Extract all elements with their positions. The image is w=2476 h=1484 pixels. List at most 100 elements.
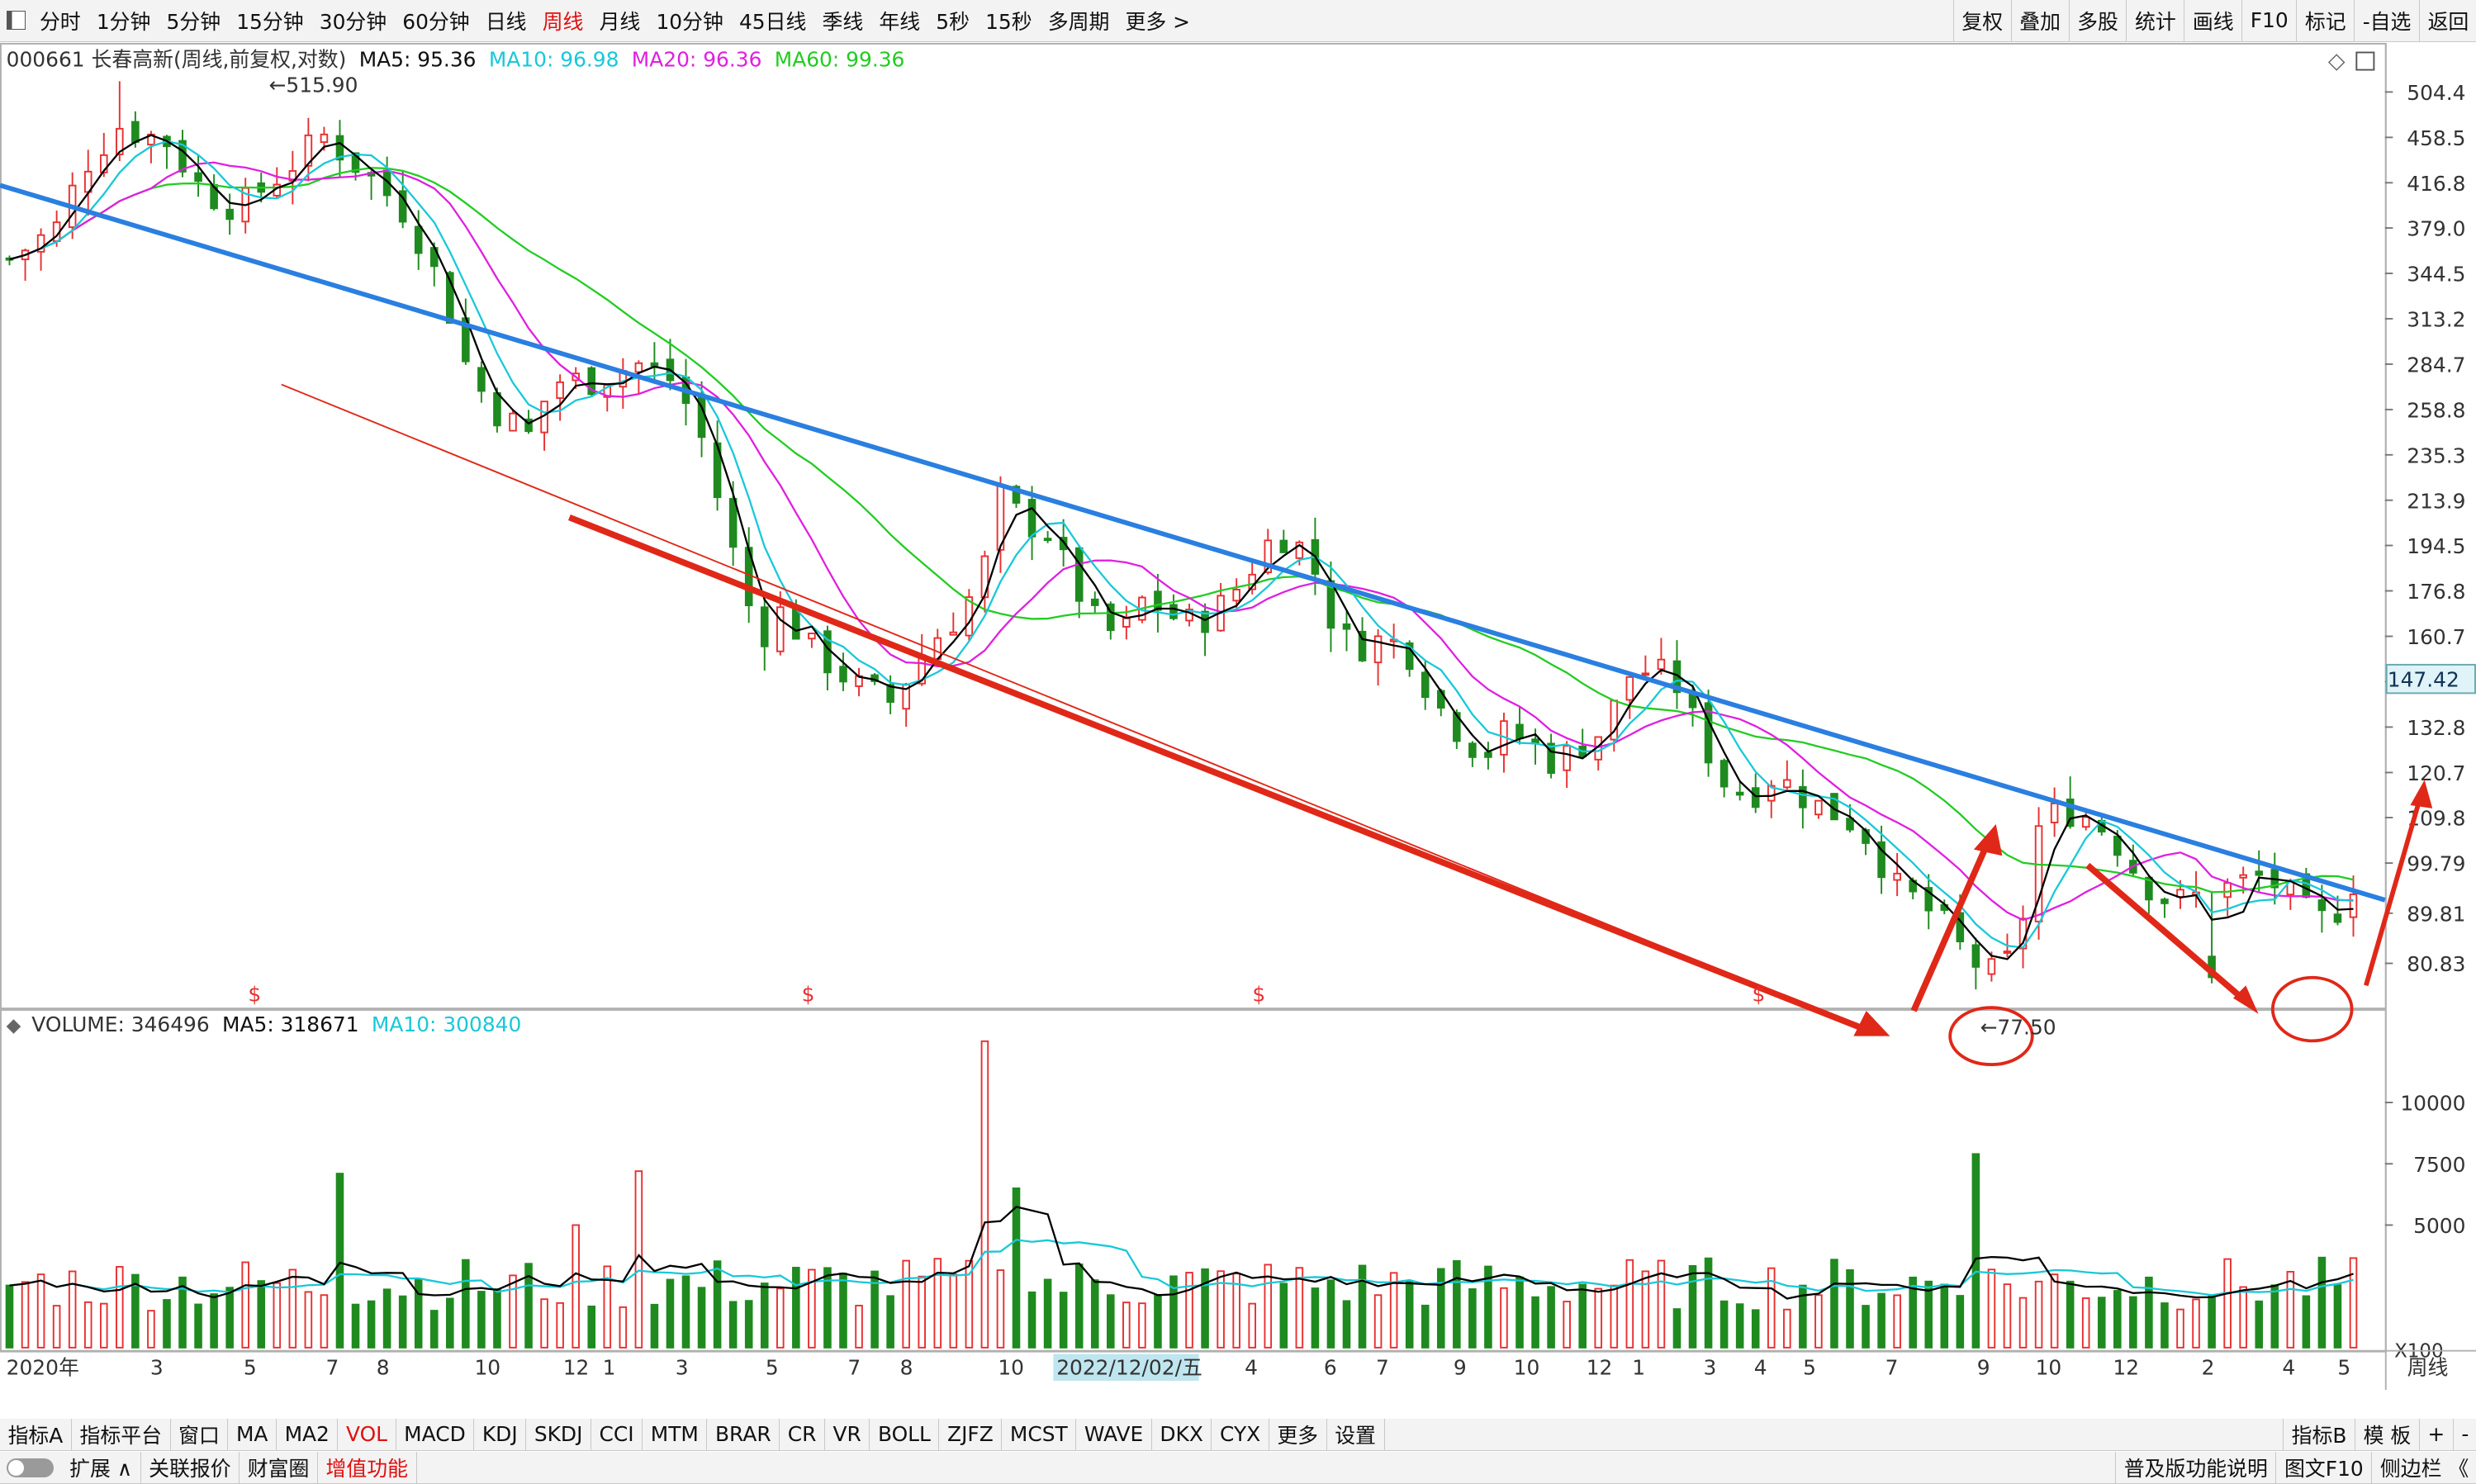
toolbar-button-6[interactable]: 标记 [2296, 0, 2354, 41]
volume-bar [1971, 1153, 1980, 1349]
price-tick-label: 344.5 [2407, 262, 2465, 286]
time-tick-label: 4 [2282, 1355, 2295, 1379]
candle-body [2034, 825, 2043, 922]
indicator-right-3[interactable]: - [2452, 1418, 2476, 1451]
bottom-item-2[interactable]: 财富圈 [240, 1451, 318, 1484]
indicator-tab-20[interactable]: 更多 [1269, 1418, 1327, 1451]
indicator-tab-1[interactable]: 指标平台 [72, 1418, 171, 1451]
volume-bar [398, 1295, 407, 1349]
indicator-tab-16[interactable]: MCST [1002, 1418, 1077, 1451]
indicator-tab-15[interactable]: ZJFZ [939, 1418, 1003, 1451]
candle-body [1059, 536, 1068, 550]
indicator-tab-10[interactable]: MTM [643, 1418, 708, 1451]
period-tab-2[interactable]: 5分钟 [166, 9, 221, 34]
indicator-tab-21[interactable]: 设置 [1327, 1418, 1385, 1451]
period-tab-1[interactable]: 1分钟 [96, 9, 151, 34]
indicator-tab-17[interactable]: WAVE [1076, 1418, 1152, 1451]
time-tick-label: 12 [2113, 1355, 2139, 1379]
volume-bar [225, 1287, 234, 1349]
indicator-tab-9[interactable]: CCI [591, 1418, 643, 1451]
bottom-right-1[interactable]: 图文F10 [2275, 1451, 2371, 1484]
candle-body [634, 362, 643, 373]
toolbar-button-7[interactable]: -自选 [2354, 0, 2419, 41]
toolbar-button-0[interactable]: 复权 [1952, 0, 2011, 41]
toolbar-button-5[interactable]: F10 [2241, 0, 2296, 41]
volume-bar [2081, 1297, 2090, 1349]
volume-bar [1578, 1283, 1587, 1349]
indicator-tab-3[interactable]: MA [228, 1418, 277, 1451]
indicator-tab-6[interactable]: MACD [396, 1418, 475, 1451]
period-tab-5[interactable]: 60分钟 [402, 9, 470, 34]
volume-bar [886, 1295, 894, 1349]
indicator-tab-7[interactable]: KDJ [474, 1418, 527, 1451]
candle-body [1563, 744, 1571, 771]
candle-body [760, 606, 769, 647]
indicator-tab-0[interactable]: 指标A [0, 1418, 72, 1451]
candle-body [1547, 742, 1555, 774]
candle-body [2333, 913, 2342, 923]
volume-bar [902, 1259, 910, 1349]
toolbar-button-4[interactable]: 画线 [2184, 0, 2241, 41]
indicator-right-0[interactable]: 指标B [2283, 1418, 2355, 1451]
period-tab-3[interactable]: 15分钟 [236, 9, 304, 34]
indicator-right-2[interactable]: + [2418, 1418, 2453, 1451]
candle-body [1468, 742, 1477, 758]
bottom-right-2[interactable]: 侧边栏 《 [2371, 1451, 2476, 1484]
period-tab-4[interactable]: 30分钟 [319, 9, 387, 34]
volume-bar [1468, 1287, 1477, 1349]
time-tick-label: 8 [377, 1355, 390, 1379]
toolbar-button-3[interactable]: 统计 [2126, 0, 2184, 41]
period-tab-14[interactable]: 15秒 [985, 9, 1032, 34]
period-tab-9[interactable]: 10分钟 [656, 9, 723, 34]
indicator-tab-8[interactable]: SKDJ [526, 1418, 591, 1451]
mode-toggle[interactable] [6, 1458, 55, 1477]
indicator-tab-4[interactable]: MA2 [277, 1418, 339, 1451]
indicator-tab-19[interactable]: CYX [1212, 1418, 1269, 1451]
indicator-tab-18[interactable]: DKX [1152, 1418, 1212, 1451]
period-tab-16[interactable]: 更多 > [1125, 9, 1190, 34]
candle-body [2003, 950, 2012, 954]
period-tab-0[interactable]: 分时 [39, 9, 81, 34]
bottom-right-0[interactable]: 普及版功能说明 [2115, 1451, 2275, 1484]
volume-bar [1893, 1294, 1901, 1349]
indicator-tab-11[interactable]: BRAR [707, 1418, 780, 1451]
candle-body [131, 121, 140, 143]
period-tab-7[interactable]: 周线 [542, 9, 584, 34]
volume-bar [918, 1275, 927, 1349]
volume-bar [1625, 1259, 1634, 1349]
toolbar-button-1[interactable]: 叠加 [2010, 0, 2069, 41]
bottom-item-3[interactable]: 增值功能 [318, 1451, 417, 1484]
chart-area[interactable]: 000661 长春高新(周线,前复权,对数) MA5: 95.36 MA10: 96… [0, 42, 2476, 1391]
indicator-tab-5[interactable]: VOL [338, 1418, 396, 1451]
period-tab-12[interactable]: 年线 [879, 9, 921, 34]
volume-bar [1295, 1266, 1304, 1349]
period-tab-15[interactable]: 多周期 [1047, 9, 1110, 34]
kline-chart[interactable]: 000661 长春高新(周线,前复权,对数) MA5: 95.36 MA10: 96… [0, 42, 2476, 1391]
period-tab-11[interactable]: 季线 [822, 9, 864, 34]
candle-body [1515, 723, 1524, 739]
indicator-right-1[interactable]: 模 板 [2355, 1418, 2419, 1451]
period-tab-6[interactable]: 日线 [485, 9, 527, 34]
price-tick-label: 120.7 [2407, 761, 2465, 785]
volume-bar [760, 1282, 769, 1349]
volume-expand-icon: ◆ [7, 1015, 21, 1036]
price-tick-label: 176.8 [2407, 580, 2465, 604]
indicator-tab-2[interactable]: 窗口 [171, 1418, 229, 1451]
toolbar-button-8[interactable]: 返回 [2419, 0, 2476, 41]
volume-bar [1657, 1259, 1666, 1349]
period-tab-13[interactable]: 5秒 [936, 9, 970, 34]
toolbar-button-2[interactable]: 多股 [2068, 0, 2127, 41]
candle-body [1279, 539, 1288, 553]
period-tab-8[interactable]: 月线 [599, 9, 641, 34]
candle-body [1201, 610, 1209, 633]
period-tab-10[interactable]: 45日线 [738, 9, 807, 34]
candle-body [2239, 874, 2247, 879]
time-tick-label: 7 [847, 1355, 861, 1379]
bottom-item-1[interactable]: 关联报价 [141, 1451, 240, 1484]
bottom-item-0[interactable]: 扩展 ∧ [62, 1451, 141, 1484]
indicator-tab-12[interactable]: CR [780, 1418, 825, 1451]
panel-toggle-icon[interactable] [6, 11, 26, 31]
volume-bar [288, 1268, 297, 1349]
indicator-tab-13[interactable]: VR [825, 1418, 870, 1451]
indicator-tab-14[interactable]: BOLL [870, 1418, 940, 1451]
